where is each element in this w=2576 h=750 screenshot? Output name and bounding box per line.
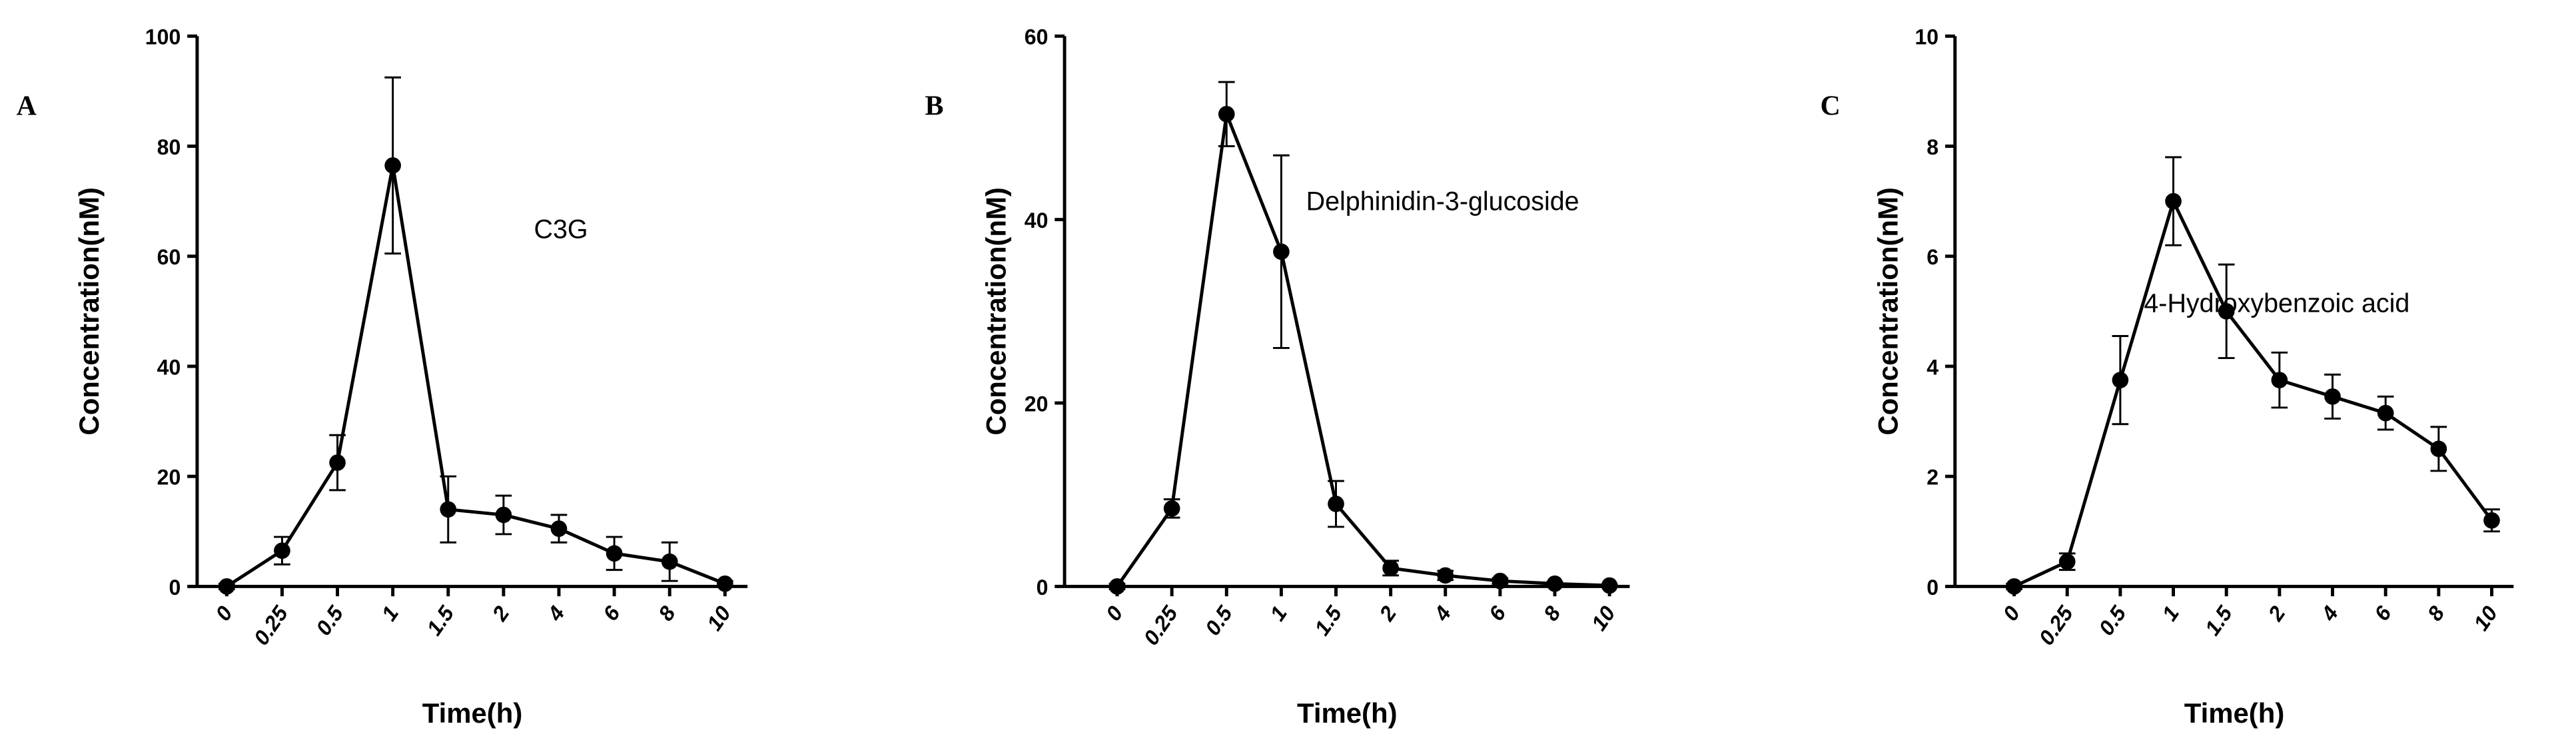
data-point [1437, 567, 1454, 584]
x-tick-label: 0.5 [1200, 601, 1238, 639]
y-axis-label: Concentration(nM) [980, 187, 1011, 435]
data-point [717, 575, 733, 592]
y-tick-label: 100 [145, 25, 181, 49]
x-tick-label: 10 [702, 601, 735, 635]
data-point [218, 578, 235, 595]
series-line [225, 165, 726, 588]
x-tick-label: 0.25 [249, 601, 293, 649]
x-tick-label: 0.25 [1138, 601, 1182, 649]
x-tick-label: 2 [1374, 601, 1401, 625]
x-tick-label: 1.5 [1310, 601, 1347, 639]
x-tick-label: 6 [598, 601, 625, 625]
y-tick-label: 40 [1025, 208, 1049, 232]
series-line [1115, 107, 1610, 587]
data-point [1546, 575, 1563, 592]
series-label: C3G [534, 215, 588, 244]
x-tick-label: 8 [653, 601, 680, 625]
data-point [1382, 560, 1399, 577]
series-label: 4-Hydroxybenzoic acid [2144, 289, 2409, 318]
x-tick-label: 6 [1484, 601, 1511, 625]
data-point [2483, 512, 2500, 529]
x-tick-label: 8 [2423, 601, 2449, 625]
data-point [606, 545, 623, 562]
x-tick-label: 6 [2369, 601, 2396, 625]
x-tick-label: 8 [1539, 601, 1565, 625]
data-point [2324, 388, 2341, 405]
y-tick-label: 0 [169, 575, 181, 599]
y-tick-label: 8 [1927, 135, 1938, 159]
x-tick-label: 4 [1429, 601, 1456, 625]
data-point [274, 542, 290, 560]
data-point [2112, 372, 2129, 388]
x-tick-label: 2 [2263, 601, 2290, 625]
x-tick-label: 1.5 [422, 601, 459, 639]
data-point [1163, 500, 1180, 517]
panel-label: C [1821, 91, 1841, 122]
data-point [1108, 578, 1126, 595]
x-tick-label: 4 [2316, 601, 2343, 625]
series-line [2013, 196, 2493, 588]
y-tick-label: 60 [1025, 25, 1049, 49]
data-point [1601, 577, 1618, 594]
x-tick-label: 1 [377, 601, 404, 625]
y-tick-label: 40 [157, 355, 181, 379]
x-tick-label: 1.5 [2200, 601, 2238, 639]
x-tick-label: 0 [1101, 601, 1128, 625]
data-point [2058, 553, 2076, 570]
data-point [440, 501, 457, 518]
x-tick-label: 10 [2469, 601, 2502, 635]
x-tick-label: 0.5 [2094, 601, 2131, 639]
data-point [2430, 440, 2447, 458]
x-tick-label: 0.5 [311, 601, 348, 639]
data-point [1218, 105, 1235, 123]
data-point [2218, 303, 2235, 320]
x-tick-label: 10 [1587, 601, 1620, 635]
data-point [2271, 372, 2288, 388]
x-axis-label: Time(h) [422, 697, 523, 729]
x-tick-label: 0 [211, 601, 237, 625]
data-point [1328, 496, 1344, 512]
data-point [384, 157, 401, 174]
y-axis-label: Concentration(nM) [1872, 187, 1903, 435]
y-tick-label: 20 [157, 466, 181, 490]
series-label: Delphinidin-3-glucoside [1306, 187, 1579, 216]
data-point [2165, 192, 2182, 210]
data-point [1492, 572, 1509, 589]
y-tick-label: 4 [1927, 355, 1938, 379]
x-tick-label: 1 [2157, 601, 2184, 625]
data-point [329, 454, 346, 471]
data-point [661, 553, 678, 570]
x-tick-label: 2 [487, 601, 514, 625]
x-axis-label: Time(h) [1297, 697, 1398, 729]
y-tick-label: 20 [1025, 392, 1049, 416]
x-tick-label: 0 [1998, 601, 2024, 625]
y-tick-label: 80 [157, 135, 181, 159]
y-tick-label: 2 [1927, 466, 1938, 490]
panel-label: A [17, 91, 37, 122]
data-point [2006, 578, 2022, 595]
data-point [550, 520, 568, 538]
y-axis-label: Concentration(nM) [73, 187, 105, 435]
data-point [1273, 243, 1290, 260]
x-axis-label: Time(h) [2184, 697, 2285, 729]
y-tick-label: 10 [1915, 25, 1938, 49]
data-point [2377, 404, 2394, 422]
x-tick-label: 1 [1265, 601, 1292, 625]
data-point [495, 506, 512, 524]
x-tick-label: 0.25 [2034, 601, 2078, 649]
y-tick-label: 0 [1927, 575, 1938, 599]
y-tick-label: 0 [1037, 575, 1049, 599]
x-tick-label: 4 [542, 601, 569, 625]
y-tick-label: 6 [1927, 245, 1938, 269]
panel-label: B [925, 91, 943, 122]
y-tick-label: 60 [157, 245, 181, 269]
